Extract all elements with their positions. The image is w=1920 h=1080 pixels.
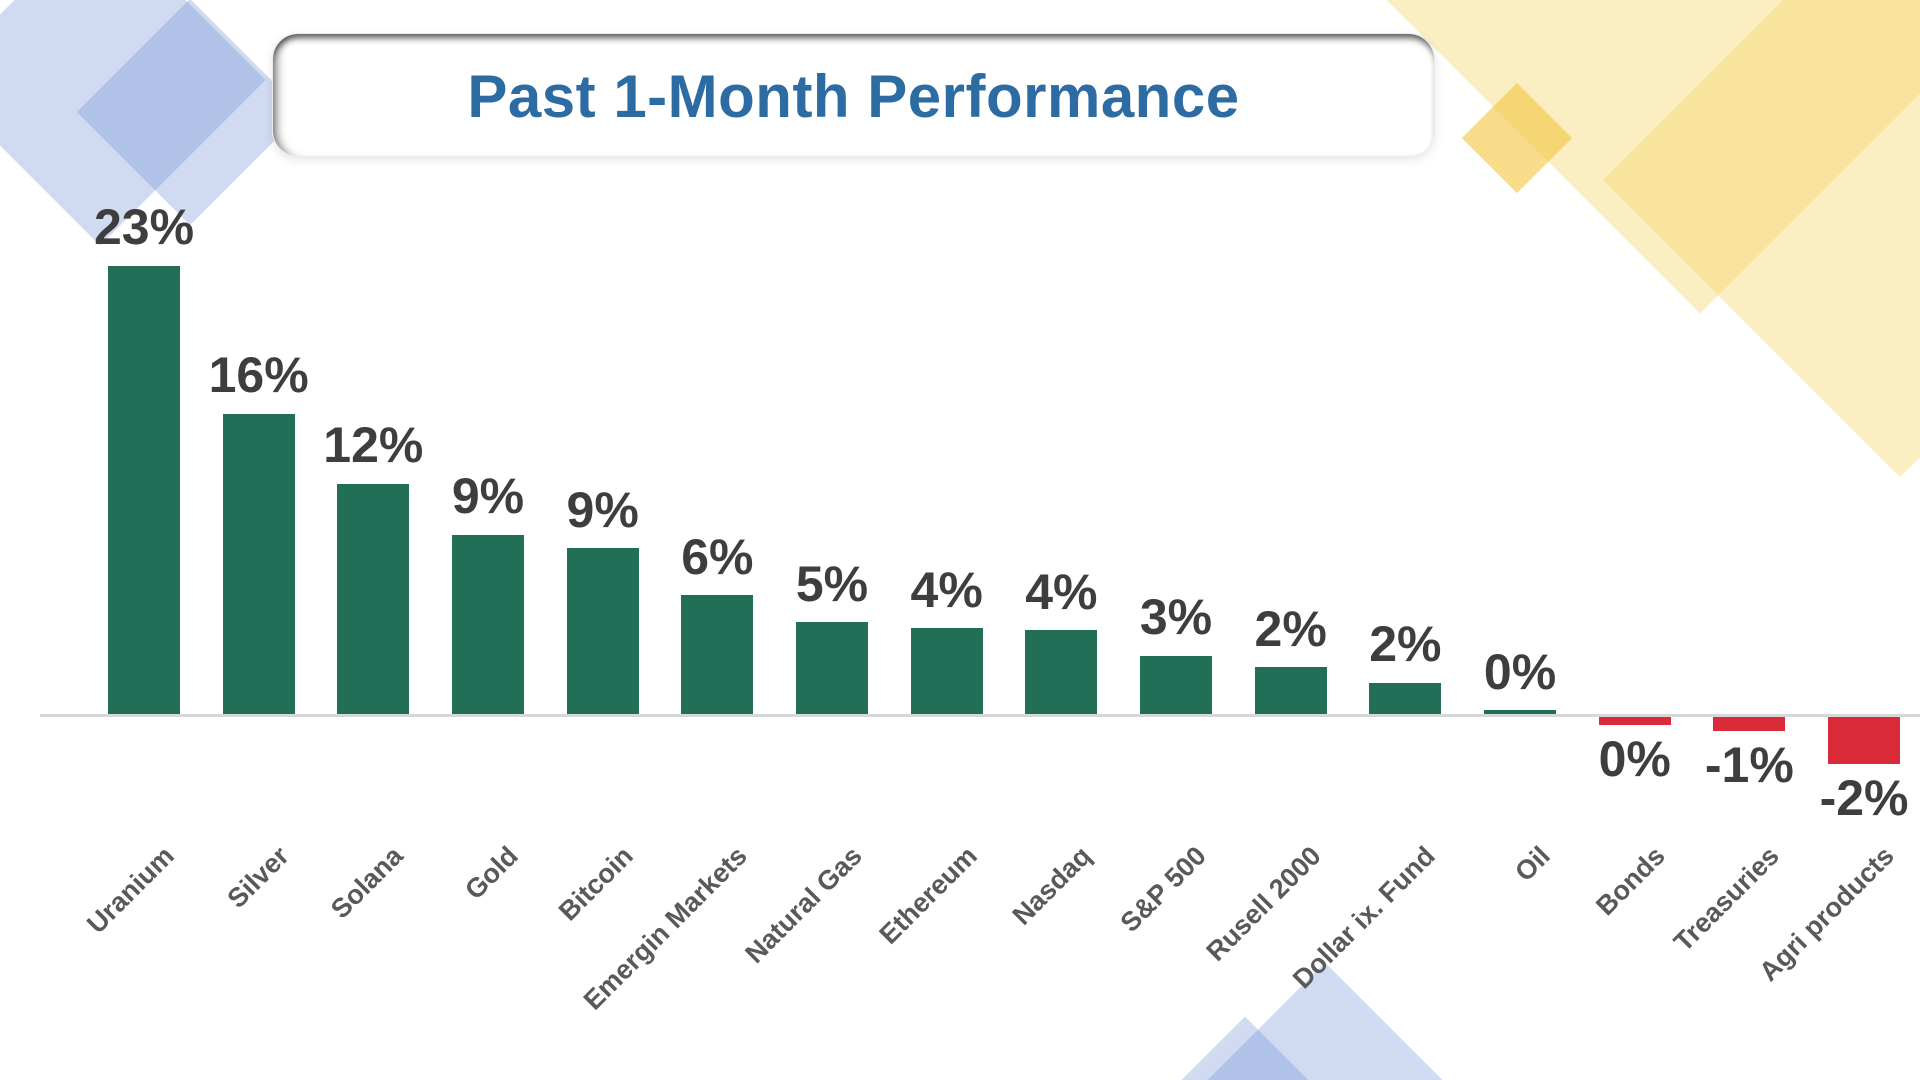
bar-agri-products [1828, 717, 1901, 764]
bar-bitcoin [566, 548, 639, 714]
value-label-agri-products: -2% [1819, 769, 1909, 826]
bar-emergin-markets [681, 595, 754, 714]
bar-rusell-2000 [1254, 667, 1327, 714]
bar-gold [452, 534, 524, 714]
bar-solana [337, 483, 410, 714]
value-label-s-p-500: 3% [1139, 589, 1213, 645]
value-label-oil: 0% [1483, 643, 1557, 700]
bar-natural-gas [796, 622, 869, 714]
value-label-natural-gas: 5% [795, 555, 869, 612]
bar-oil [1484, 710, 1557, 714]
value-label-uranium: 23% [93, 199, 195, 255]
value-label-bonds: 0% [1598, 730, 1671, 787]
value-label-emergin-markets: 6% [681, 528, 754, 585]
bar-s-p-500 [1140, 655, 1213, 714]
value-label-rusell-2000: 2% [1254, 600, 1327, 657]
value-label-dollar-ix-fund: 2% [1369, 616, 1442, 673]
value-label-ethereum: 4% [910, 561, 983, 618]
value-label-gold: 9% [451, 468, 525, 525]
bar-bonds [1598, 717, 1671, 725]
value-label-bitcoin: 9% [566, 481, 639, 538]
bar-nasdaq [1025, 630, 1098, 714]
bar-uranium [108, 265, 180, 714]
chart-title: Past 1-Month Performance [467, 63, 1240, 130]
bar-treasuries [1713, 717, 1786, 731]
value-label-treasuries: -1% [1704, 736, 1794, 793]
bar-ethereum [910, 628, 983, 714]
bar-silver [222, 413, 295, 714]
value-label-solana: 12% [323, 417, 424, 474]
chart-title-card: Past 1-Month Performance [272, 33, 1435, 157]
value-label-silver: 16% [208, 347, 309, 404]
value-label-nasdaq: 4% [1025, 563, 1098, 620]
bar-dollar-ix-fund [1369, 682, 1442, 714]
x-axis-line [40, 714, 1920, 717]
